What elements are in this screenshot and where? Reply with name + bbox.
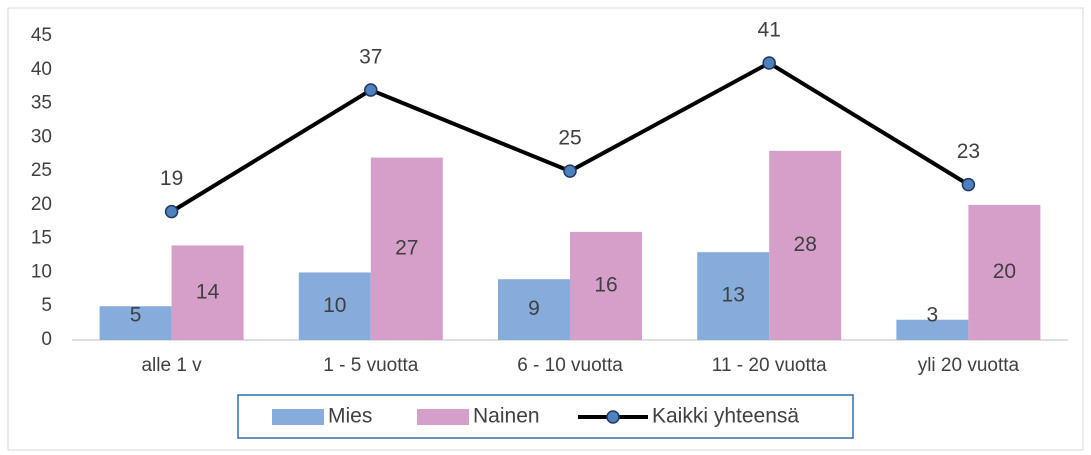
bar (171, 245, 244, 340)
y-tick-label: 10 (31, 261, 52, 282)
bar (968, 204, 1041, 340)
x-tick-label: alle 1 v (141, 355, 202, 376)
bar (370, 157, 443, 340)
bar-value-label: 27 (395, 236, 418, 259)
bar-value-label: 5 (130, 304, 142, 327)
bar-value-label: 9 (528, 297, 540, 320)
bar-value-label: 14 (196, 280, 220, 303)
line-marker (563, 164, 577, 178)
bar (769, 150, 842, 340)
legend-swatch (272, 409, 324, 425)
line-value-label: 19 (160, 167, 183, 190)
bar (99, 306, 172, 340)
legend-label: Kaikki yhteensä (652, 405, 799, 428)
bar-value-label: 28 (794, 233, 817, 256)
legend-swatch (417, 409, 469, 425)
x-tick-label: 6 - 10 vuotta (517, 355, 623, 376)
y-tick-label: 35 (31, 93, 52, 114)
chart-border (7, 7, 1084, 451)
bar (498, 279, 570, 340)
legend-box (237, 394, 854, 439)
line-value-label: 41 (758, 19, 781, 42)
line-marker (164, 204, 179, 219)
bar-value-label: 10 (323, 294, 346, 317)
y-tick-label: 30 (31, 126, 52, 147)
x-tick-label: 11 - 20 vuotta (712, 355, 827, 376)
bar-value-label: 3 (927, 304, 939, 327)
x-tick-label: yli 20 vuotta (918, 355, 1020, 376)
bar (298, 272, 371, 340)
y-tick-label: 20 (31, 194, 52, 215)
line-value-label: 37 (359, 46, 382, 69)
line-marker (961, 177, 976, 192)
bar-value-label: 13 (722, 284, 745, 307)
y-tick-label: 15 (31, 228, 52, 249)
legend-label: Nainen (473, 405, 540, 428)
y-tick-label: 25 (31, 160, 52, 181)
bar (697, 252, 770, 340)
y-tick-label: 0 (41, 329, 52, 350)
legend-marker (606, 410, 620, 424)
line-marker (364, 83, 378, 97)
y-tick-label: 5 (41, 295, 52, 316)
line-value-label: 25 (558, 127, 581, 150)
bar-value-label: 20 (993, 260, 1016, 283)
bar (896, 319, 969, 340)
y-tick-label: 45 (31, 25, 52, 46)
bar (570, 231, 642, 340)
line-value-label: 23 (957, 140, 980, 163)
line-marker (762, 56, 776, 70)
x-tick-label: 1 - 5 vuotta (323, 355, 418, 376)
y-tick-label: 40 (31, 59, 52, 80)
bar-value-label: 16 (594, 274, 617, 297)
legend-label: Mies (328, 405, 372, 428)
